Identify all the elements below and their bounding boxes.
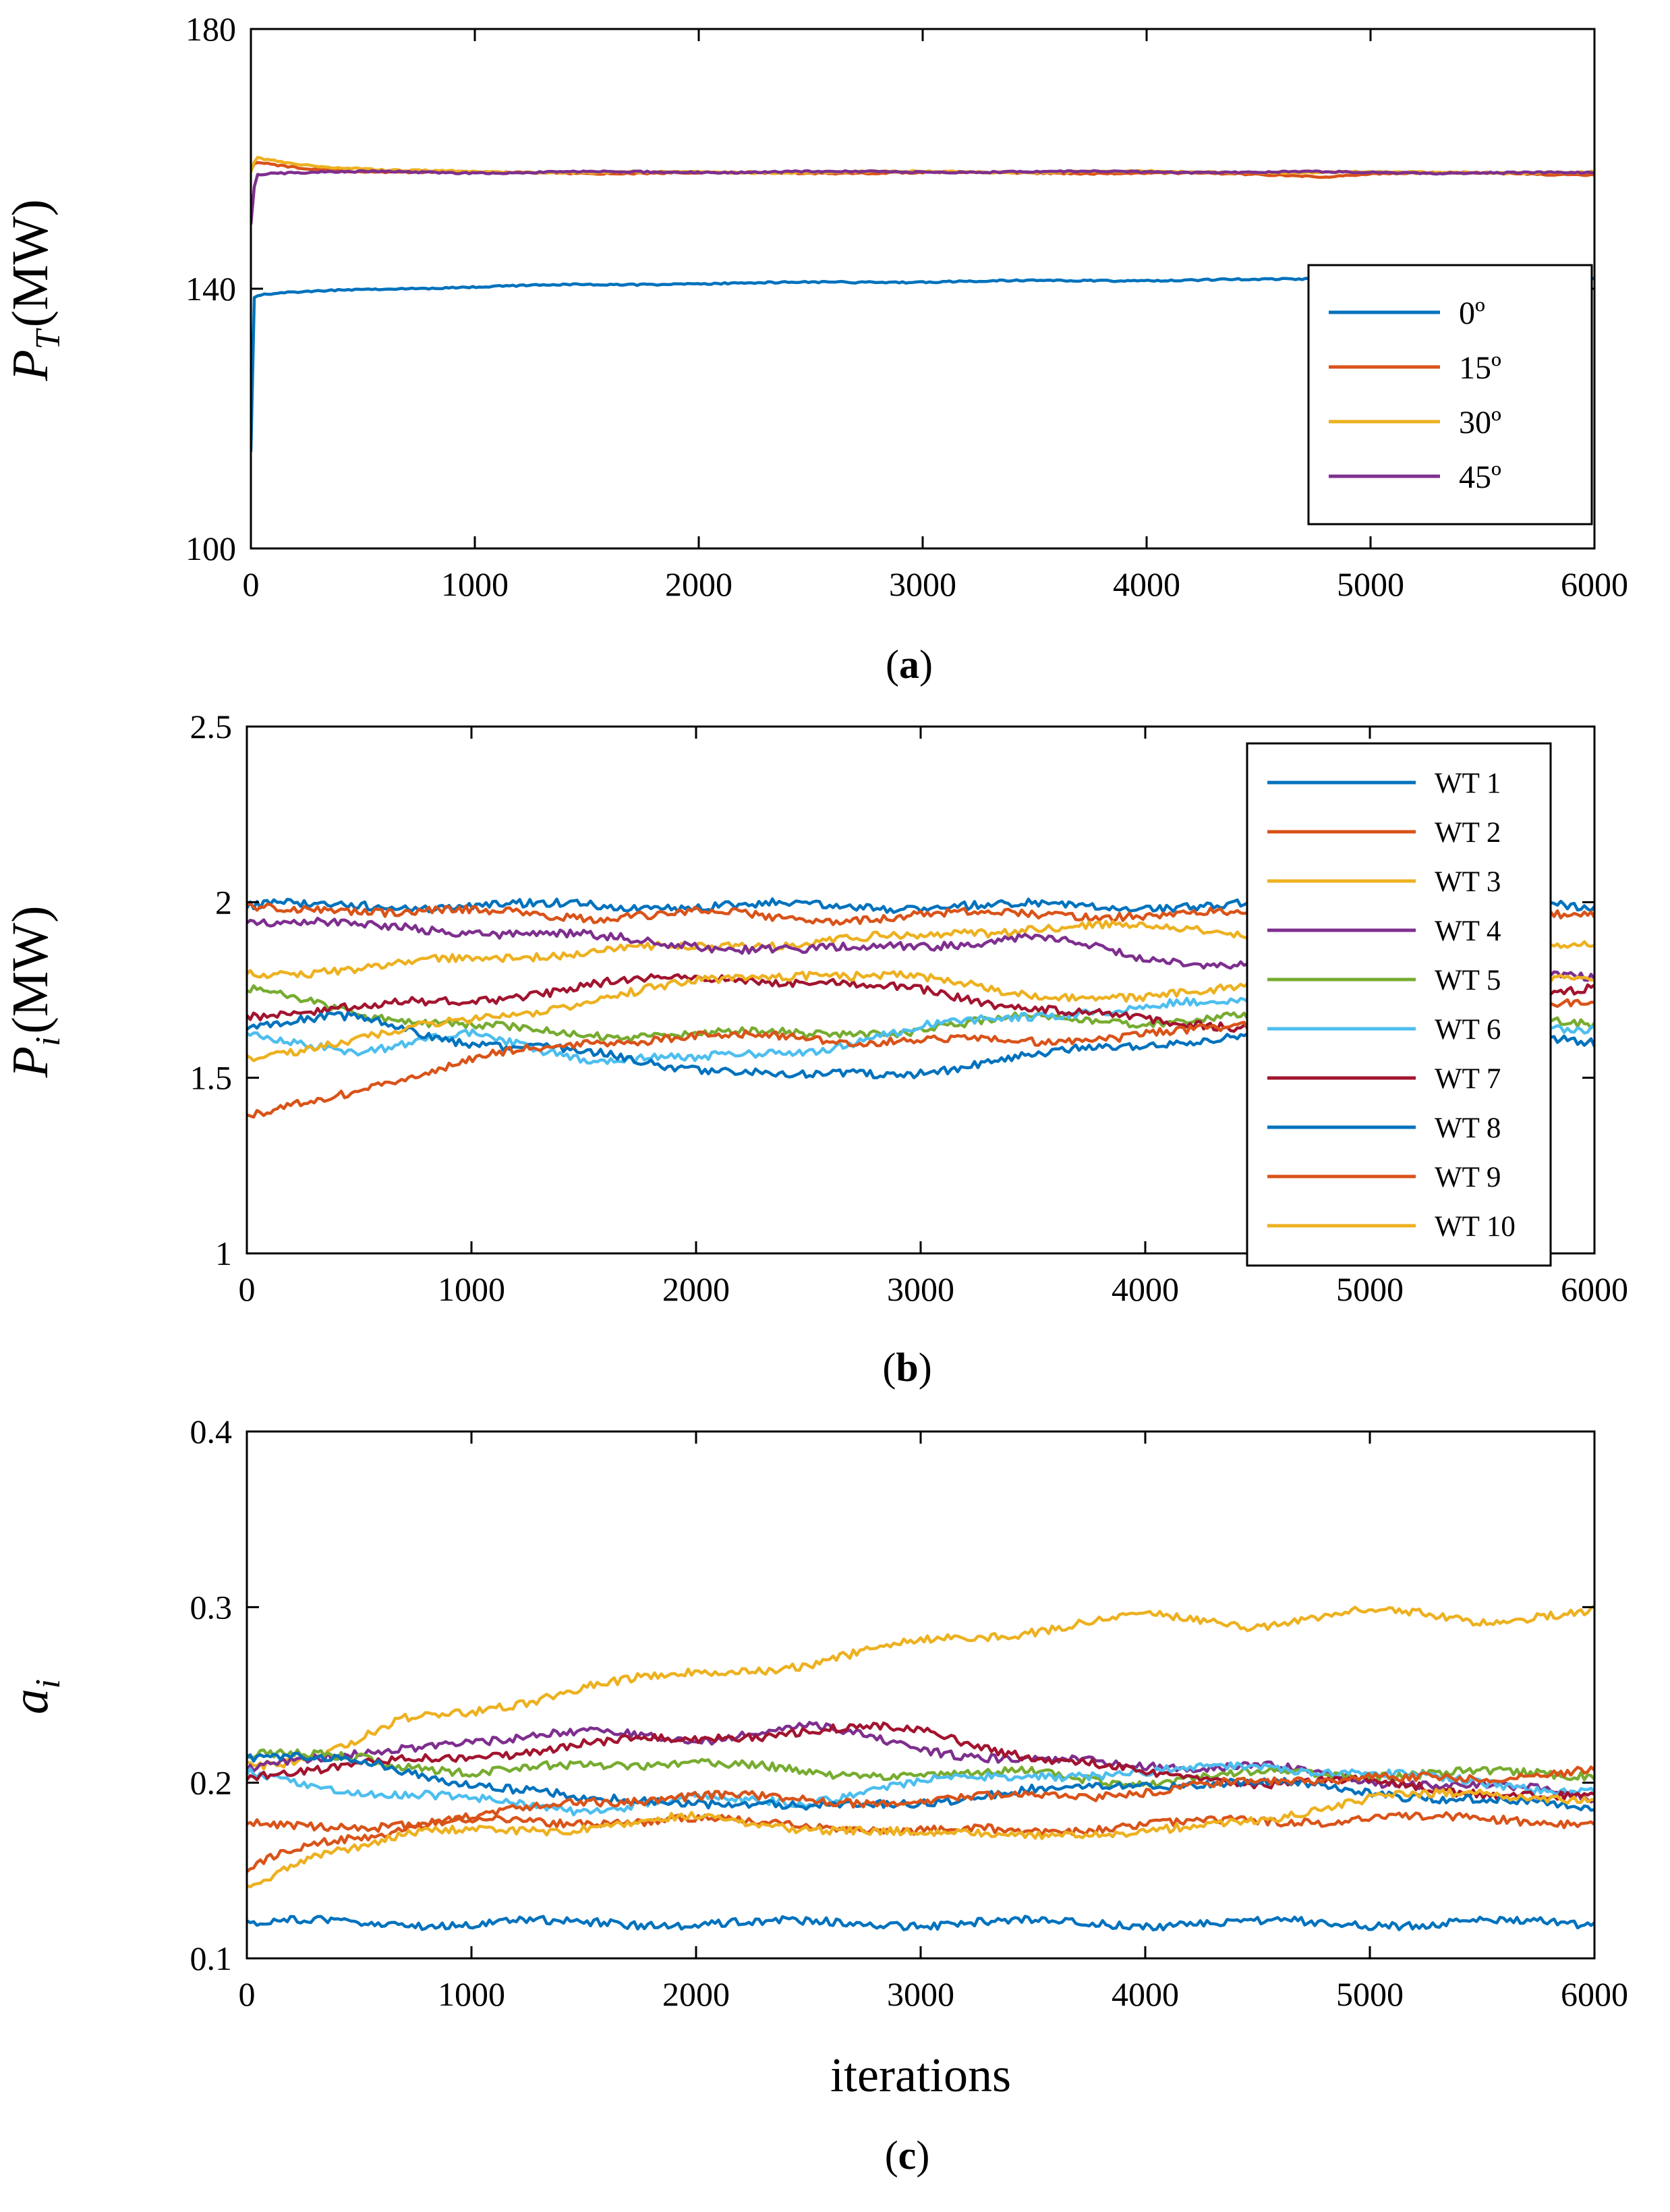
x-tick-label: 2000: [665, 565, 732, 603]
series-line-wt-1: [247, 1915, 1594, 1932]
x-tick-label: 3000: [889, 565, 956, 603]
chart-panel-c: 0 1000 2000 3000 4000 5000 60000.10.20.30.4aii…: [2, 1413, 1628, 2178]
y-tick-label: 1.5: [190, 1059, 233, 1097]
y-tick-label: 180: [185, 10, 236, 48]
x-tick-label: 1000: [438, 1975, 505, 2013]
legend-entry-label: 45º: [1459, 459, 1501, 495]
legend-entry-label: WT 1: [1435, 768, 1501, 799]
series-line-45º: [251, 169, 1594, 225]
x-tick-label: 1000: [441, 565, 509, 603]
x-tick-label: 0: [239, 1270, 256, 1308]
series-line-wt-9: [247, 1765, 1594, 1873]
chart-panel-b: 0 1000 2000 3000 4000 5000 6000 1 1.5 2 2.5 Pi (MW) (…: [2, 708, 1628, 1390]
x-axis-label: iterations: [830, 2048, 1011, 2102]
series-line-wt-4: [247, 1720, 1594, 1804]
x-tick-label: 0: [239, 1975, 256, 2013]
series-line-wt-7: [247, 1721, 1594, 1801]
caption-open-paren: (: [886, 642, 899, 687]
y-axis-label-base: a: [2, 1689, 59, 1714]
x-tick-label: 5000: [1337, 565, 1404, 603]
legend-entry-label: WT 9: [1435, 1162, 1501, 1193]
chart-panel-a: 0 1000 2000 3000 4000 5000 6000 100 140 180 PT(MW)…: [2, 10, 1628, 687]
legend-entry-label: WT 7: [1435, 1063, 1501, 1095]
y-tick-label: 0.3: [190, 1588, 233, 1626]
x-tick-label: 6000: [1561, 1975, 1628, 2013]
panel-caption: (c): [885, 2133, 930, 2178]
y-axis-label-sub: i: [29, 1037, 67, 1046]
y-axis-label-unit: (MW): [2, 906, 59, 1034]
x-tick-label: 6000: [1561, 1270, 1628, 1308]
series-line-wt-10: [247, 1788, 1594, 1889]
y-tick-label: 1: [215, 1235, 232, 1272]
legend-entry-label: WT 4: [1435, 915, 1501, 947]
caption-close-paren: ): [919, 1345, 932, 1390]
y-tick-label: 0.2: [190, 1764, 233, 1802]
y-axis-label-sub: T: [29, 328, 67, 349]
panel-caption: (b): [882, 1345, 931, 1390]
legend-entry-label: 15º: [1459, 350, 1501, 386]
x-tick-label: 4000: [1113, 565, 1180, 603]
legend-entry-label: WT 2: [1435, 817, 1501, 849]
panel-caption: (a): [886, 642, 933, 687]
y-tick-label: 140: [185, 270, 236, 308]
y-axis-label-base: P: [2, 349, 59, 381]
x-tick-label: 2000: [662, 1270, 730, 1308]
y-tick-label: 2.5: [190, 708, 233, 745]
y-axis-label-base: P: [2, 1046, 59, 1078]
y-tick-label: 0.1: [190, 1939, 233, 1977]
caption-open-paren: (: [885, 2133, 898, 2178]
series-line-wt-3: [247, 1604, 1594, 1771]
series-group: [247, 1604, 1594, 1932]
y-tick-label: 2: [215, 883, 232, 921]
x-tick-label: 4000: [1112, 1270, 1179, 1308]
y-axis-label-sub: i: [29, 1679, 67, 1689]
caption-letter: c: [898, 2133, 917, 2178]
legend-entry-label: WT 8: [1435, 1112, 1501, 1144]
y-axis-label: PT(MW): [2, 199, 67, 381]
y-tick-label: 0.4: [190, 1413, 233, 1450]
x-tick-label: 2000: [662, 1975, 730, 2013]
x-tick-label: 3000: [887, 1270, 954, 1308]
y-axis-label: ai: [2, 1679, 67, 1714]
caption-close-paren: ): [919, 642, 933, 687]
legend-entry-label: WT 3: [1435, 866, 1501, 898]
legend-entry-label: WT 10: [1435, 1211, 1516, 1243]
series-line-wt-8: [247, 1751, 1594, 1812]
legend: WT 1 WT 2 WT 3 WT 4 WT 5 WT 6 WT 7 WT 8 WT 9 WT 1…: [1246, 742, 1552, 1267]
caption-open-paren: (: [882, 1345, 896, 1390]
x-tick-label: 3000: [887, 1975, 954, 2013]
caption-close-paren: ): [916, 2133, 929, 2178]
legend-entry-label: WT 5: [1435, 965, 1501, 996]
x-tick-label: 1000: [438, 1270, 505, 1308]
legend-box: [1307, 264, 1593, 526]
legend-entry-label: 30º: [1459, 405, 1501, 441]
caption-letter: a: [899, 642, 919, 687]
x-tick-label: 6000: [1561, 565, 1628, 603]
series-line-wt-2: [247, 1811, 1594, 1837]
x-tick-label: 5000: [1336, 1270, 1404, 1308]
caption-letter: b: [896, 1345, 918, 1390]
legend-box: [1246, 742, 1552, 1267]
x-tick-label: 5000: [1336, 1975, 1404, 2013]
legend-entry-label: WT 6: [1435, 1014, 1501, 1046]
legend-entry-label: 0º: [1459, 295, 1485, 331]
x-tick-label: 4000: [1112, 1975, 1179, 2013]
y-tick-label: 100: [185, 530, 236, 567]
x-tick-label: 0: [243, 565, 260, 603]
axes-box: [246, 1430, 1596, 1960]
legend: 0º 15º 30º 45º: [1307, 264, 1593, 526]
y-axis-label: Pi (MW): [2, 906, 67, 1079]
y-axis-label-unit: (MW): [2, 199, 59, 327]
